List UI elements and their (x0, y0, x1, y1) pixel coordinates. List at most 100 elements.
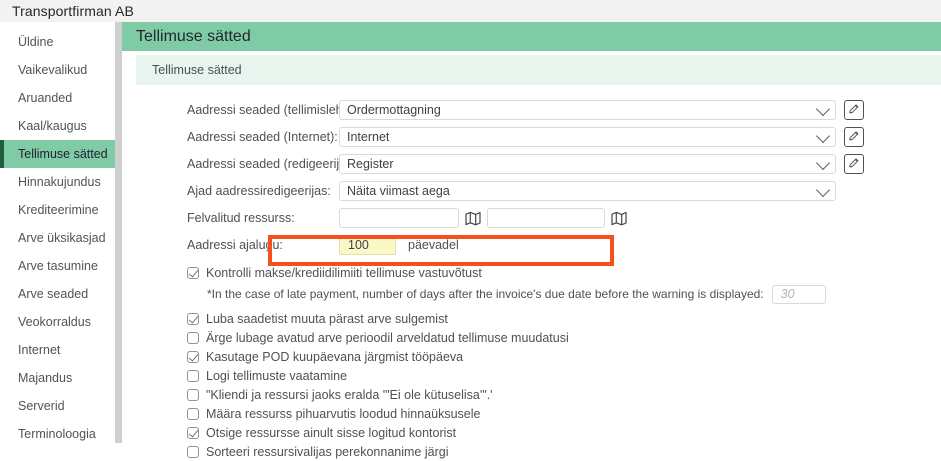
form-row-select[interactable]: Näita viimast aega (339, 181, 836, 201)
checkbox-row[interactable]: Kontrolli makse/krediidilimiiti tellimus… (132, 263, 941, 282)
checkbox-row[interactable]: Luba saadetist muuta pärast arve sulgemi… (132, 309, 941, 328)
checkbox-input[interactable] (187, 312, 199, 325)
sidebar-item-label: Veokorraldus (18, 315, 91, 329)
sidebar-item-kaal-kaugus[interactable]: Kaal/kaugus (0, 112, 115, 140)
sidebar-item-label: Vaikevalikud (18, 63, 88, 77)
checkbox-input[interactable] (187, 331, 199, 344)
page-title: Tellimuse sätted (136, 27, 251, 45)
resource-input-right[interactable] (487, 208, 605, 228)
sidebar-item-label: Internet (18, 343, 61, 357)
address-history-unit: päevadel (408, 238, 459, 252)
checkbox-group-secondary: Luba saadetist muuta pärast arve sulgemi… (122, 309, 941, 461)
chevron-down-icon (815, 155, 831, 171)
sidebar-nav: Üldine Vaikevalikud Aruanded Kaal/kaugus Tel… (0, 22, 115, 443)
checkbox-input[interactable] (187, 369, 199, 382)
form-row-address-history: Aadressi ajalugu: 100 päevadel (132, 232, 941, 258)
sidebar-item-vaikevalikud[interactable]: Vaikevalikud (0, 56, 115, 84)
sidebar-item-label: Krediteerimine (18, 203, 99, 217)
checkbox-input[interactable] (187, 266, 199, 279)
chevron-down-icon (815, 101, 831, 117)
late-payment-note-row: *In the case of late payment, number of … (122, 282, 941, 306)
sidebar-item-krediteerimine[interactable]: Krediteerimine (0, 196, 115, 224)
address-history-input[interactable]: 100 (339, 235, 396, 255)
form-row-label: Aadressi seaded (Internet): (187, 130, 338, 144)
form-row-select[interactable]: Internet (339, 127, 836, 147)
checkbox-row[interactable]: Logi tellimuste vaatamine (132, 366, 941, 385)
edit-button[interactable] (844, 154, 864, 174)
checkbox-input[interactable] (187, 426, 199, 439)
app-title-bar: Transportfirman AB (0, 0, 941, 22)
checkbox-label: Logi tellimuste vaatamine (206, 368, 348, 383)
app-shell: Üldine Vaikevalikud Aruanded Kaal/kaugus Tel… (0, 22, 941, 459)
resource-label: Felvalitud ressurss: (187, 211, 295, 225)
sidebar-item-label: Majandus (18, 371, 73, 385)
sidebar-item-veokorraldus[interactable]: Veokorraldus (0, 308, 115, 336)
checkbox-label: Otsige ressursse ainult sisse logitud ko… (206, 425, 457, 440)
form-row-0: Aadressi seaded (tellimisleht): Ordermott… (132, 97, 941, 123)
checkbox-row[interactable]: Määra ressurss pihuarvutis loodud hinnaü… (132, 404, 941, 423)
sidebar-item-hinnakujundus[interactable]: Hinnakujundus (0, 168, 115, 196)
checkbox-input[interactable] (187, 350, 199, 363)
tab-tellimuse-satted[interactable]: Tellimuse sätted (152, 63, 242, 77)
sidebar-item-majandus[interactable]: Majandus (0, 364, 115, 392)
form-row-select-value: Internet (347, 130, 390, 144)
resource-form-section: Felvalitud ressurss: (122, 205, 941, 258)
tab-strip: Tellimuse sätted (136, 55, 941, 85)
chevron-down-icon (815, 128, 831, 144)
checkbox-row[interactable]: Sorteeri ressursivalijas perekonnanime j… (132, 442, 941, 461)
edit-button[interactable] (844, 127, 864, 147)
map-icon[interactable] (465, 211, 481, 226)
checkbox-input[interactable] (187, 407, 199, 420)
sidebar-item-label: Arve üksikasjad (18, 231, 106, 245)
checkbox-row[interactable]: Ärge lubage avatud arve perioodil arveld… (132, 328, 941, 347)
form-row-select-value: Register (347, 157, 394, 171)
form-row-select-value: Näita viimast aega (347, 184, 450, 198)
chevron-down-icon (815, 182, 831, 198)
checkbox-label: Luba saadetist muuta pärast arve sulgemi… (206, 311, 448, 326)
address-history-label: Aadressi ajalugu: (187, 238, 283, 252)
settings-form: Aadressi seaded (tellimisleht): Ordermott… (122, 97, 941, 204)
sidebar-item-aruanded[interactable]: Aruanded (0, 84, 115, 112)
sidebar-item--ldine[interactable]: Üldine (0, 28, 115, 56)
sidebar-scrollbar[interactable] (115, 22, 122, 443)
sidebar-item-label: Kaal/kaugus (18, 119, 87, 133)
form-row-select-value: Ordermottagning (347, 103, 441, 117)
sidebar-item-label: Serverid (18, 399, 65, 413)
form-row-select[interactable]: Ordermottagning (339, 100, 836, 120)
form-row-label: Ajad aadressiredigeerijas: (187, 184, 331, 198)
sidebar-item-label: Arve seaded (18, 287, 89, 301)
form-row-1: Aadressi seaded (Internet): Internet (132, 124, 941, 150)
checkbox-label: Kasutage POD kuupäevana järgmist tööpäev… (206, 349, 464, 364)
sidebar-item-label: Tellimuse sätted (18, 147, 108, 161)
checkbox-input[interactable] (187, 445, 199, 458)
map-icon-secondary[interactable] (611, 211, 627, 226)
sidebar-item-terminoloogia[interactable]: Terminoloogia (0, 420, 115, 448)
edit-button[interactable] (844, 100, 864, 120)
resource-input-left[interactable] (339, 208, 459, 228)
form-row-label: Aadressi seaded (redigeerija vormid): (187, 157, 395, 171)
form-row-select[interactable]: Register (339, 154, 836, 174)
checkbox-row[interactable]: Otsige ressursse ainult sisse logitud ko… (132, 423, 941, 442)
sidebar-item-label: Üldine (18, 35, 54, 49)
checkbox-label: Sorteeri ressursivalijas perekonnanime j… (206, 444, 449, 459)
pencil-icon (848, 103, 860, 118)
checkbox-group-primary: Kontrolli makse/krediidilimiiti tellimus… (122, 263, 941, 282)
sidebar-item-label: Terminoloogia (18, 427, 96, 441)
form-row-3: Ajad aadressiredigeerijas: Näita viimast … (132, 178, 941, 204)
sidebar-item-serverid[interactable]: Serverid (0, 392, 115, 420)
checkbox-input[interactable] (187, 388, 199, 401)
sidebar-item-label: Hinnakujundus (18, 175, 101, 189)
checkbox-label: "Kliendi ja ressursi jaoks eralda '"Ei o… (206, 387, 493, 402)
content-area: Tellimuse sätted Tellimuse sätted Aadres… (122, 22, 941, 459)
late-payment-days-input[interactable]: 30 (771, 284, 826, 304)
late-payment-note-text: *In the case of late payment, number of … (207, 287, 764, 301)
sidebar-item-arve-seaded[interactable]: Arve seaded (0, 280, 115, 308)
checkbox-row[interactable]: "Kliendi ja ressursi jaoks eralda '"Ei o… (132, 385, 941, 404)
sidebar-item-label: Aruanded (18, 91, 73, 105)
form-row-label: Aadressi seaded (tellimisleht): (187, 103, 354, 117)
sidebar-item-arve-ksikasjad[interactable]: Arve üksikasjad (0, 224, 115, 252)
sidebar-item-internet[interactable]: Internet (0, 336, 115, 364)
sidebar-item-arve-tasumine[interactable]: Arve tasumine (0, 252, 115, 280)
checkbox-row[interactable]: Kasutage POD kuupäevana järgmist tööpäev… (132, 347, 941, 366)
sidebar-item-tellimuse-s-tted[interactable]: Tellimuse sätted (0, 140, 115, 168)
